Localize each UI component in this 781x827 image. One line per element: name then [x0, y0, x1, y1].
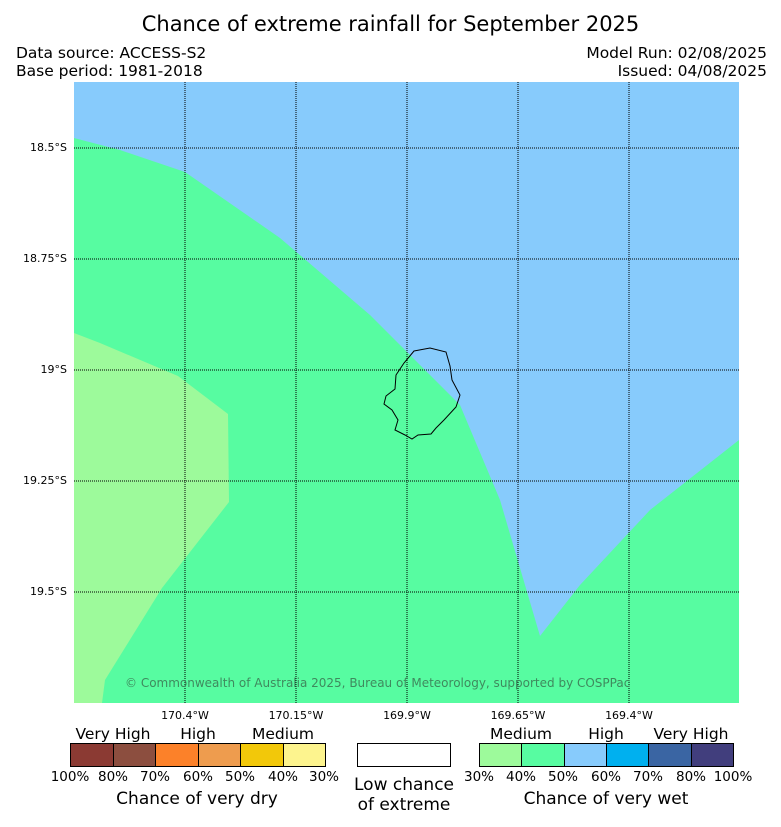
map-title: Chance of extreme rainfall for September…	[141, 12, 640, 36]
wet-category-label: Medium	[490, 725, 552, 743]
low-chance-swatch	[357, 743, 451, 767]
dry-color-swatch	[155, 743, 199, 767]
wet-tick: 70%	[632, 769, 664, 785]
lat-label: 18.75°S	[23, 252, 67, 265]
dry-tick: 70%	[139, 769, 171, 785]
wet-color-swatch	[521, 743, 565, 767]
dry-color-swatch	[112, 743, 156, 767]
wet-tick: 80%	[675, 769, 707, 785]
wet-color-swatch	[479, 743, 523, 767]
graticule	[74, 82, 739, 703]
region-low-wet	[74, 333, 229, 703]
model-run: Model Run: 02/08/2025	[586, 44, 767, 62]
wet-color-swatch	[606, 743, 650, 767]
lat-label: 19.5°S	[30, 585, 67, 598]
lat-label: 19.25°S	[23, 474, 67, 487]
low-chance-line2: of extreme	[357, 795, 451, 815]
wet-color-swatch	[690, 743, 734, 767]
dry-color-swatch	[282, 743, 326, 767]
wet-category-label: High	[588, 725, 624, 743]
wet-tick: 30%	[463, 769, 495, 785]
wet-tick: 50%	[547, 769, 579, 785]
dry-category-label: High	[180, 725, 216, 743]
issued-date: Issued: 04/08/2025	[617, 62, 767, 80]
copyright-notice: © Commonwealth of Australia 2025, Bureau…	[125, 676, 631, 690]
meta-right: Model Run: 02/08/2025 Issued: 04/08/2025	[586, 44, 767, 80]
base-period: Base period: 1981-2018	[16, 62, 203, 80]
dry-caption: Chance of very dry	[116, 789, 278, 809]
dry-tick: 40%	[267, 769, 299, 785]
dry-tick: 80%	[97, 769, 129, 785]
wet-caption: Chance of very wet	[523, 789, 689, 809]
wet-color-swatch	[563, 743, 607, 767]
wet-tick: 40%	[505, 769, 537, 785]
lon-label: 170.15°W	[268, 709, 324, 722]
lon-label: 170.4°W	[161, 709, 209, 722]
dry-color-swatch	[197, 743, 241, 767]
dry-color-swatch	[240, 743, 284, 767]
wet-category-label: Very High	[653, 725, 729, 743]
dry-tick: 60%	[182, 769, 214, 785]
wet-color-swatch	[648, 743, 692, 767]
lon-label: 169.9°W	[383, 709, 431, 722]
dry-category-label: Very High	[75, 725, 151, 743]
dry-category-label: Medium	[252, 725, 314, 743]
dry-color-swatch	[70, 743, 114, 767]
dry-tick: 100%	[50, 769, 90, 785]
dry-tick: 30%	[308, 769, 340, 785]
low-chance-line1: Low chance	[354, 775, 454, 795]
data-source: Data source: ACCESS-S2	[16, 44, 207, 62]
lon-label: 169.65°W	[490, 709, 546, 722]
lat-label: 19°S	[40, 363, 67, 376]
wet-tick: 100%	[713, 769, 753, 785]
low-chance-caption: Low chance of extreme	[354, 775, 454, 815]
niue-island-outline	[383, 347, 461, 440]
dry-tick: 50%	[224, 769, 256, 785]
wet-tick: 60%	[590, 769, 622, 785]
lon-label: 169.4°W	[605, 709, 653, 722]
meta-left: Data source: ACCESS-S2 Base period: 1981…	[16, 44, 206, 80]
lat-label: 18.5°S	[30, 141, 67, 154]
